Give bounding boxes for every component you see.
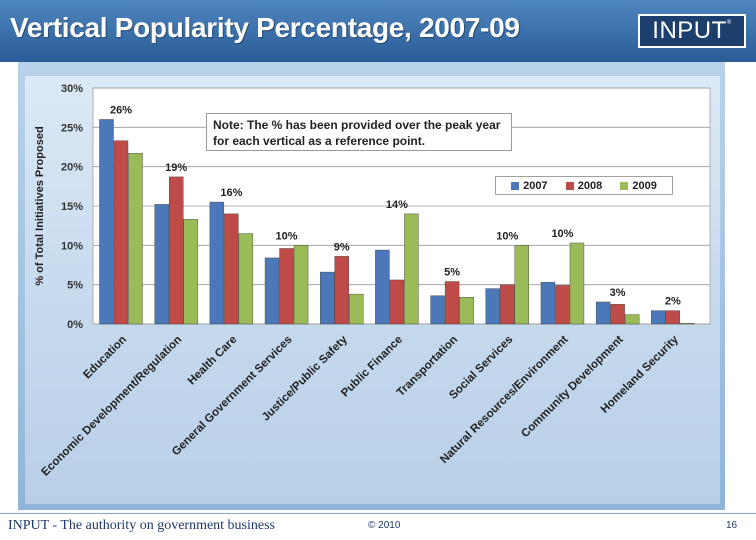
y-tick-label: 20% <box>61 162 83 174</box>
bar-2009 <box>349 293 364 325</box>
data-label: 3% <box>610 287 626 299</box>
bar-2009 <box>624 314 640 325</box>
category-label: Health Care <box>186 334 240 388</box>
bar-2008 <box>389 279 405 325</box>
y-tick-label: 15% <box>61 201 83 213</box>
legend-swatch-2007 <box>511 181 520 190</box>
bar-2008 <box>555 285 570 325</box>
bar-2008 <box>279 248 294 325</box>
bar-2009 <box>569 242 585 325</box>
bar-2008 <box>113 140 129 325</box>
bar-2007 <box>651 310 666 325</box>
data-label: 9% <box>334 241 350 253</box>
data-label: 19% <box>165 162 187 174</box>
footer-copyright: © 2010 <box>368 520 401 531</box>
page-number: 16 <box>726 520 738 531</box>
bar-2008 <box>224 213 239 325</box>
bar-2008 <box>444 281 460 325</box>
bar-2007 <box>264 257 280 325</box>
bar-2008 <box>334 256 349 325</box>
legend-label-2009: 2009 <box>632 179 657 192</box>
bar-2009 <box>514 245 529 325</box>
slide-title: Vertical Popularity Percentage, 2007-09 <box>10 12 520 43</box>
y-tick-label: 5% <box>67 280 83 292</box>
bar-2007 <box>485 288 500 325</box>
legend-item-2008: 2008 <box>565 179 603 192</box>
legend-swatch-2008 <box>565 181 574 190</box>
y-tick-label: 30% <box>61 83 83 95</box>
bar-2008 <box>665 310 681 325</box>
legend-item-2009: 2009 <box>620 179 657 192</box>
chart-legend: 2007 2008 2009 <box>495 176 673 195</box>
input-logo: INPUT ® <box>638 14 746 48</box>
bar-2009 <box>238 233 254 325</box>
y-axis-title: % of Total Initiatives Proposed <box>34 126 46 285</box>
legend-swatch-2009 <box>620 181 629 190</box>
data-label: 10% <box>551 228 573 240</box>
bar-2007 <box>99 119 114 325</box>
chart-note-line-2: for each vertical as a reference point. <box>213 134 426 148</box>
chart-note: Note: The % has been provided over the p… <box>206 113 512 151</box>
bar-2009 <box>459 297 474 325</box>
data-label: 26% <box>110 104 132 116</box>
bar-2007 <box>154 204 169 325</box>
bar-2007 <box>595 301 611 325</box>
chart-note-line-1: Note: The % has been provided over the p… <box>213 118 501 132</box>
bar-2009 <box>680 323 695 325</box>
bar-2007 <box>320 271 335 325</box>
category-label: Education <box>81 334 129 382</box>
bar-2007 <box>430 295 445 325</box>
logo-text: INPUT <box>652 17 727 44</box>
footer-tagline: INPUT - The authority on government busi… <box>8 518 276 533</box>
y-tick-label: 10% <box>61 240 83 252</box>
bar-2009 <box>404 213 419 325</box>
data-label: 5% <box>444 267 460 279</box>
bar-2008 <box>500 284 515 325</box>
data-label: 16% <box>220 187 242 199</box>
bar-2007 <box>540 282 556 325</box>
category-label: General Government Services <box>170 334 295 459</box>
bar-2008 <box>168 176 184 325</box>
legend-item-2007: 2007 <box>511 179 548 192</box>
legend-label-2007: 2007 <box>523 179 548 192</box>
footer-divider <box>0 513 756 514</box>
data-label: 10% <box>276 230 298 242</box>
logo-mark: ® <box>726 20 732 26</box>
data-label: 2% <box>665 296 681 308</box>
category-label: Community Development <box>519 334 626 441</box>
data-label: 14% <box>386 199 408 211</box>
bar-2009 <box>183 219 198 325</box>
bar-2007 <box>375 249 390 325</box>
y-tick-label: 0% <box>67 319 83 331</box>
slide-header: Vertical Popularity Percentage, 2007-09 … <box>0 0 756 62</box>
y-tick-label: 25% <box>61 122 83 134</box>
bar-2009 <box>293 245 309 325</box>
bar-2007 <box>209 201 225 325</box>
bar-2008 <box>610 304 625 325</box>
legend-label-2008: 2008 <box>577 179 603 192</box>
data-label: 10% <box>496 230 518 242</box>
bar-2009 <box>128 153 143 325</box>
